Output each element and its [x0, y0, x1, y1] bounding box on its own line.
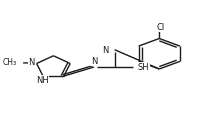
Text: NH: NH [36, 76, 48, 85]
Text: N: N [91, 57, 97, 66]
Text: SH: SH [138, 62, 149, 72]
Text: N: N [102, 46, 108, 55]
Text: CH₃: CH₃ [2, 58, 16, 67]
Text: N: N [28, 58, 35, 67]
Text: Cl: Cl [156, 23, 164, 32]
